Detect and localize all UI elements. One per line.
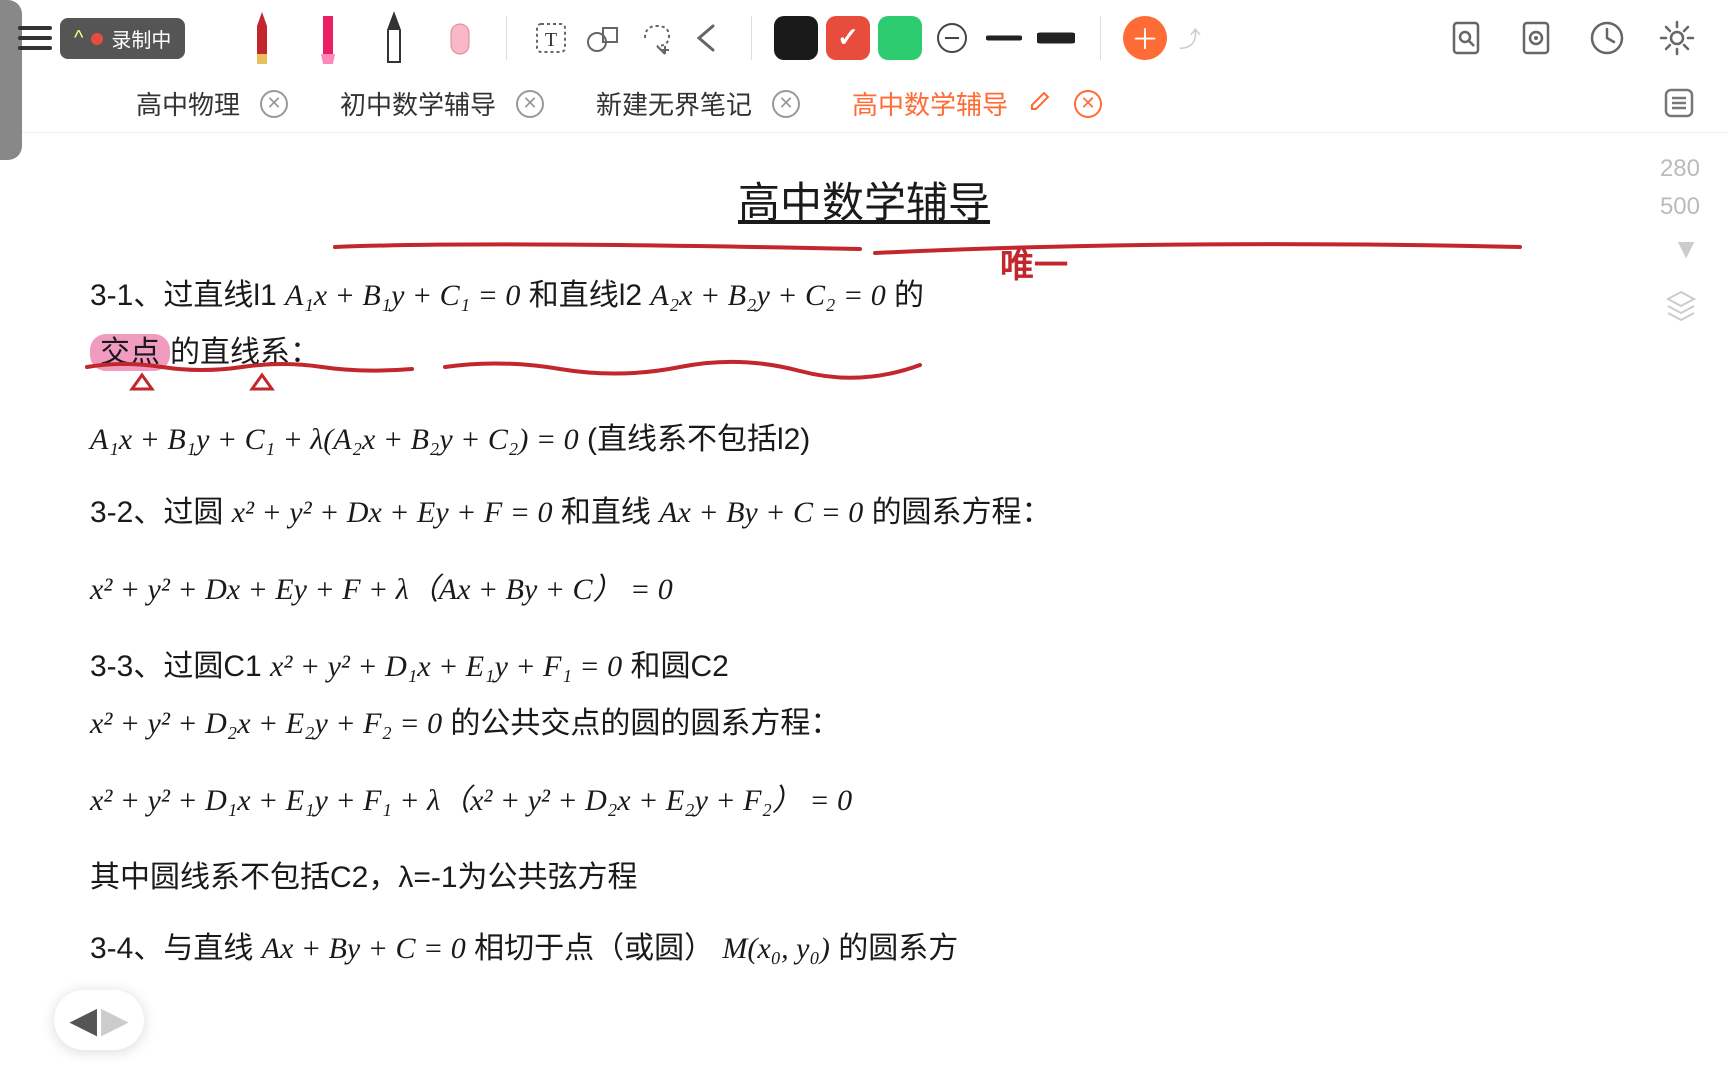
toolbar-separator-2 <box>751 16 752 60</box>
tab-physics[interactable]: 高中物理 ✕ <box>110 85 314 122</box>
paragraph-eq1: A₁x + B₁y + C₁ + λ(A₂x + B₂y + C₂) = 0 (… <box>90 411 1638 468</box>
text: (直线系不包括l2) <box>587 423 810 456</box>
search-page-icon[interactable] <box>1446 17 1488 59</box>
text: 3-2、过圆 <box>90 496 232 529</box>
highlighter-tool[interactable] <box>304 8 352 68</box>
recording-indicator[interactable]: ^ 录制中 <box>60 18 185 59</box>
prev-page-icon[interactable]: ◀ <box>69 999 97 1041</box>
plus-icon: ＋ <box>1131 18 1159 58</box>
stroke-medium[interactable] <box>982 16 1026 60</box>
text-tool[interactable]: T <box>529 16 573 60</box>
page-nav-arrows[interactable]: ◀ ▶ <box>54 990 144 1050</box>
equation: A₁x + B₁y + C₁ = 0 <box>285 279 520 312</box>
menu-button[interactable] <box>10 13 60 63</box>
equation: A₁x + B₁y + C₁ + λ(A₂x + B₂y + C₂) = 0 <box>90 423 579 456</box>
stroke-thin[interactable] <box>930 16 974 60</box>
toolbar-separator-3 <box>1100 16 1101 60</box>
paragraph-eq3: x² + y² + D₁x + E₁y + F₁ + λ（x² + y² + D… <box>90 772 1638 829</box>
equation: M(x₀, y₀) <box>722 932 829 965</box>
paragraph-eq2: x² + y² + Dx + Ey + F + λ（Ax + By + C） =… <box>90 561 1638 618</box>
recording-label: 录制中 <box>111 24 171 53</box>
text: 的圆系方程： <box>872 496 1052 529</box>
next-page-icon[interactable]: ▶ <box>101 999 129 1041</box>
tab-close-icon[interactable]: ✕ <box>516 90 544 118</box>
back-tool[interactable] <box>685 16 729 60</box>
text: 3-1、过直线l1 <box>90 279 285 312</box>
caret-up-icon: ^ <box>74 27 83 50</box>
color-black[interactable] <box>774 16 818 60</box>
stroke-thick[interactable] <box>1034 16 1078 60</box>
equation: x² + y² + Dx + Ey + F = 0 <box>232 496 553 529</box>
text: 和直线l2 <box>529 279 651 312</box>
text: 和圆C2 <box>630 650 728 683</box>
paragraph-3-2: 3-2、过圆 x² + y² + Dx + Ey + F = 0 和直线 Ax … <box>90 484 1638 541</box>
document-title: 高中数学辅导 <box>90 163 1638 243</box>
tab-label: 高中数学辅导 <box>852 85 1008 122</box>
highlighted-text: 交点 <box>90 334 170 371</box>
lasso-tool[interactable] <box>633 16 677 60</box>
equation: Ax + By + C = 0 <box>659 496 863 529</box>
text: 和直线 <box>561 496 659 529</box>
preview-icon[interactable] <box>1516 17 1558 59</box>
text: 的公共交点的圆的圆系方程： <box>450 707 840 740</box>
tab-label: 新建无界笔记 <box>596 85 752 122</box>
tab-high-math[interactable]: 高中数学辅导 ✕ <box>826 85 1128 122</box>
text: 的圆系方 <box>838 932 958 965</box>
add-button[interactable]: ＋ <box>1123 16 1167 60</box>
note-canvas[interactable]: 高中数学辅导 3-1、过直线l1 A₁x + B₁y + C₁ = 0 和直线l… <box>0 133 1728 1017</box>
paragraph-3-3: 3-3、过圆C1 x² + y² + D₁x + E₁y + F₁ = 0 和圆… <box>90 638 1638 752</box>
equation: x² + y² + D₁x + E₁y + F₁ = 0 <box>270 650 622 683</box>
tab-list-icon[interactable] <box>1662 86 1698 122</box>
paragraph-3-4: 3-4、与直线 Ax + By + C = 0 相切于点（或圆） M(x₀, y… <box>90 920 1638 977</box>
eraser-tool[interactable] <box>436 8 484 68</box>
tab-edit-icon[interactable] <box>1028 87 1054 120</box>
equation: A₂x + B₂y + C₂ = 0 <box>650 279 885 312</box>
tab-label: 高中物理 <box>136 85 240 122</box>
text: 3-4、与直线 <box>90 932 262 965</box>
text: 的 <box>894 279 924 312</box>
text: 相切于点（或圆） <box>474 932 722 965</box>
shapes-tool[interactable] <box>581 16 625 60</box>
tab-new-note[interactable]: 新建无界笔记 ✕ <box>570 85 826 122</box>
paragraph-3-1: 3-1、过直线l1 A₁x + B₁y + C₁ = 0 和直线l2 A₂x +… <box>90 267 1638 381</box>
equation: x² + y² + D₂x + E₂y + F₂ = 0 <box>90 707 442 740</box>
color-red-active[interactable]: ✓ <box>826 16 870 60</box>
main-toolbar: ^ 录制中 T ✓ ＋ <box>0 0 1728 75</box>
check-icon: ✓ <box>837 22 859 53</box>
equation: Ax + By + C = 0 <box>262 932 466 965</box>
svg-text:T: T <box>545 29 557 51</box>
tab-close-icon[interactable]: ✕ <box>260 90 288 118</box>
tab-label: 初中数学辅导 <box>340 85 496 122</box>
text: 的直线系： <box>170 336 320 369</box>
toolbar-separator <box>506 16 507 60</box>
paragraph-note: 其中圆线系不包括C2，λ=-1为公共弦方程 <box>90 849 1638 906</box>
tab-bar: 高中物理 ✕ 初中数学辅导 ✕ 新建无界笔记 ✕ 高中数学辅导 ✕ <box>0 75 1728 133</box>
record-dot-icon <box>91 33 103 45</box>
clock-icon[interactable] <box>1586 17 1628 59</box>
right-tool-group <box>1446 17 1718 59</box>
text: 其中圆线系不包括C2，λ=-1为公共弦方程 <box>90 861 638 894</box>
text: 3-3、过圆C1 <box>90 650 270 683</box>
color-green[interactable] <box>878 16 922 60</box>
add-expand-icon[interactable]: ⤴ <box>1179 22 1201 54</box>
equation: x² + y² + Dx + Ey + F + λ（Ax + By + C） =… <box>90 573 673 606</box>
pencil-tool[interactable] <box>370 8 418 68</box>
tab-close-icon[interactable]: ✕ <box>772 90 800 118</box>
settings-icon[interactable] <box>1656 17 1698 59</box>
equation: x² + y² + D₁x + E₁y + F₁ + λ（x² + y² + D… <box>90 784 852 817</box>
tab-middle-math[interactable]: 初中数学辅导 ✕ <box>314 85 570 122</box>
tab-close-icon[interactable]: ✕ <box>1074 90 1102 118</box>
pen-tool-group <box>238 8 484 68</box>
pen-tool[interactable] <box>238 8 286 68</box>
